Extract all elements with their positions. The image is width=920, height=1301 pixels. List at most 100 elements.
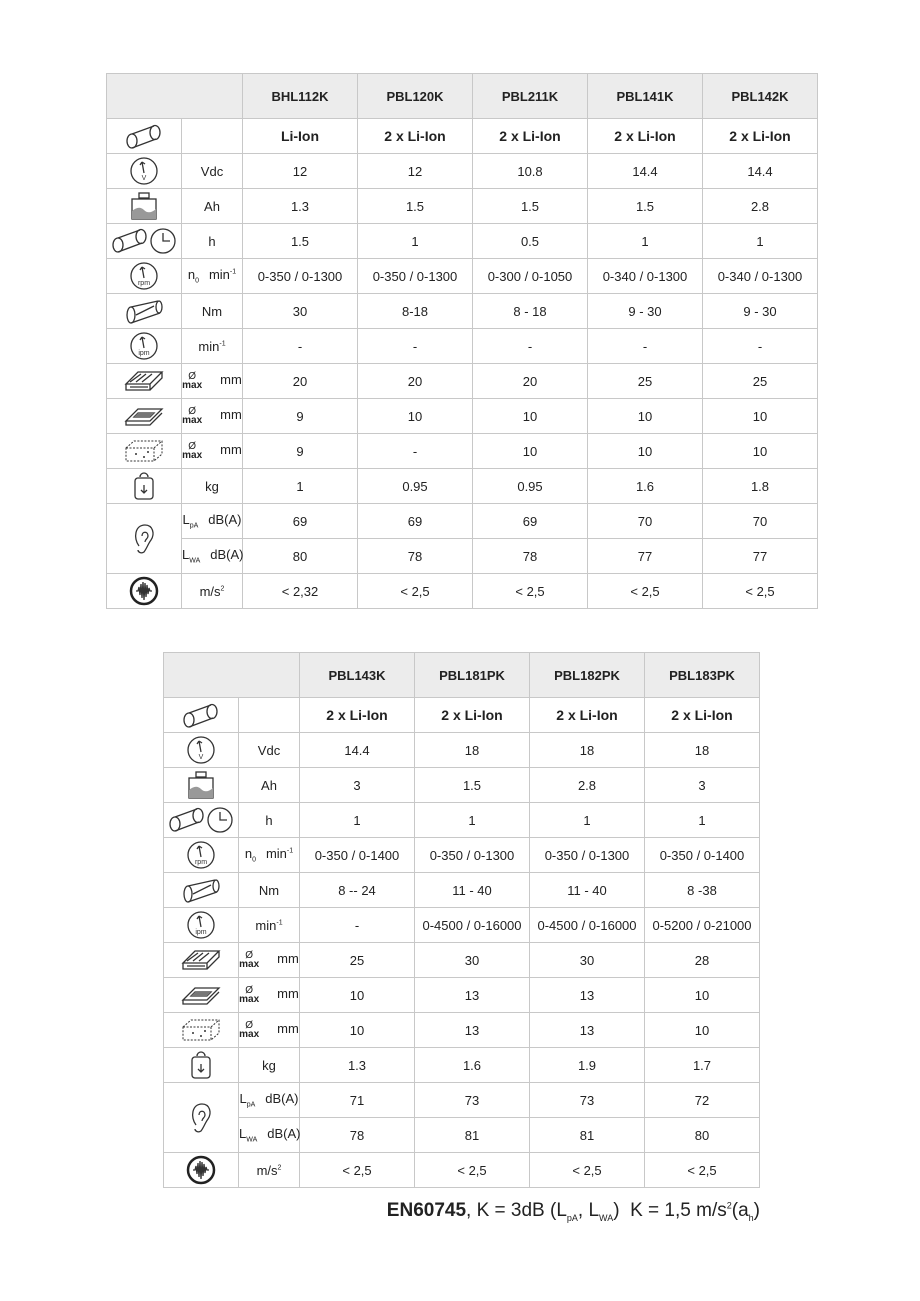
value-cell: 28: [644, 942, 760, 978]
unit-cell: kg: [238, 1047, 300, 1083]
unit-text: min: [255, 917, 277, 933]
value-cell: 81: [529, 1117, 645, 1153]
superscript: 2: [277, 1164, 282, 1172]
spec-row: LWA dB(A) 80 78 78 77 77: [107, 538, 818, 574]
value-cell: 0-5200 / 0-21000: [644, 907, 760, 943]
unit-text: L: [182, 512, 190, 528]
value-cell: 1.9: [529, 1047, 645, 1083]
row-icon: rpm: [187, 841, 215, 869]
icon-cell: [163, 942, 239, 978]
subscript: WA: [599, 1212, 614, 1223]
unit-text: n: [244, 846, 253, 862]
spec-row: Li-Ion 2 x Li-Ion 2 x Li-Ion 2 x Li-Ion 2 x …: [106, 118, 818, 154]
value-cell: 2 x Li-Ion: [414, 697, 530, 733]
icon-cell: [163, 1047, 239, 1083]
value-cell: 10: [299, 1012, 415, 1048]
value-cell: 71: [299, 1082, 415, 1118]
spec-row: LWA dB(A) 78 81 81 80: [164, 1117, 760, 1153]
value-cell: 10: [357, 398, 473, 434]
value-cell: 78: [357, 538, 473, 574]
column-header: PBL182PK: [529, 652, 645, 698]
icon-cell: ipm: [163, 907, 239, 943]
value-cell: 1: [644, 802, 760, 838]
diameter-symbol: Ø: [188, 406, 197, 417]
value-cell: 14.4: [587, 153, 703, 189]
value-cell: -: [357, 328, 473, 364]
row-icon: [183, 703, 218, 728]
value-cell: 77: [702, 538, 818, 574]
value-cell: -: [299, 907, 415, 943]
value-cell: 10: [702, 398, 818, 434]
value-cell: 1.5: [472, 188, 588, 224]
value-cell: 1.7: [644, 1047, 760, 1083]
row-icon: [134, 472, 154, 500]
icon-cell: V: [163, 732, 239, 768]
unit-cell: LWA dB(A): [238, 1117, 301, 1153]
value-cell: 13: [414, 1012, 530, 1048]
value-cell: 1.8: [702, 468, 818, 504]
unit-cell: kg: [181, 468, 243, 504]
icon-cell: [163, 1012, 239, 1048]
svg-text:ipm: ipm: [138, 350, 149, 357]
unit-cell: m/s2: [238, 1152, 300, 1188]
value-cell: 0-4500 / 0-16000: [414, 907, 530, 943]
column-header: PBL142K: [702, 73, 818, 119]
unit-cell: LpA dB(A): [238, 1082, 300, 1118]
spec-row: Ah 1.3 1.5 1.5 1.5 2.8: [106, 188, 818, 224]
value-cell: 0.5: [472, 223, 588, 259]
value-cell: 1.3: [299, 1047, 415, 1083]
icon-cell: [163, 1082, 239, 1153]
subscript: h: [748, 1212, 754, 1223]
value-cell: 20: [357, 363, 473, 399]
value-cell: 72: [644, 1082, 760, 1118]
value-cell: 2.8: [702, 188, 818, 224]
value-cell: 25: [299, 942, 415, 978]
column-header: PBL183PK: [644, 652, 760, 698]
value-cell: 70: [587, 503, 703, 539]
row-icon: ipm: [187, 911, 215, 939]
icon-cell: [163, 802, 239, 838]
unit-cell: Vdc: [181, 153, 243, 189]
value-cell: 10: [299, 977, 415, 1013]
value-cell: 25: [702, 363, 818, 399]
column-header: PBL181PK: [414, 652, 530, 698]
value-cell: 18: [529, 732, 645, 768]
value-cell: 1: [242, 468, 358, 504]
header-row: PBL143K PBL181PK PBL182PK PBL183PK: [163, 652, 760, 698]
diameter-symbol: Ø: [245, 985, 254, 996]
value-cell: 0-350 / 0-1300: [357, 258, 473, 294]
value-cell: 10: [472, 398, 588, 434]
value-cell: -: [242, 328, 358, 364]
subscript: pA: [246, 1101, 256, 1109]
unit-text: , L: [577, 1200, 600, 1221]
value-cell: 1.6: [414, 1047, 530, 1083]
icon-cell: [106, 223, 182, 259]
value-cell: 0.95: [472, 468, 588, 504]
value-cell: 9: [242, 433, 358, 469]
value-cell: 1.5: [357, 188, 473, 224]
value-cell: 73: [414, 1082, 530, 1118]
value-cell: < 2,5: [644, 1152, 760, 1188]
unit-text: (a: [731, 1200, 749, 1221]
unit-text: min: [198, 338, 220, 354]
unit-cell: h: [181, 223, 243, 259]
unit-text: mm: [220, 442, 242, 458]
spec-row: m/s2 < 2,32 < 2,5 < 2,5 < 2,5 < 2,5: [106, 573, 818, 609]
value-cell: 13: [529, 977, 645, 1013]
unit-text: n: [187, 267, 196, 283]
value-cell: 69: [472, 503, 588, 539]
unit-cell: Nm: [181, 293, 243, 329]
unit-cell: Ah: [238, 767, 300, 803]
unit-text: Nm: [258, 882, 280, 898]
bold-text: EN60745: [386, 1200, 467, 1221]
svg-text:ipm: ipm: [195, 929, 206, 936]
